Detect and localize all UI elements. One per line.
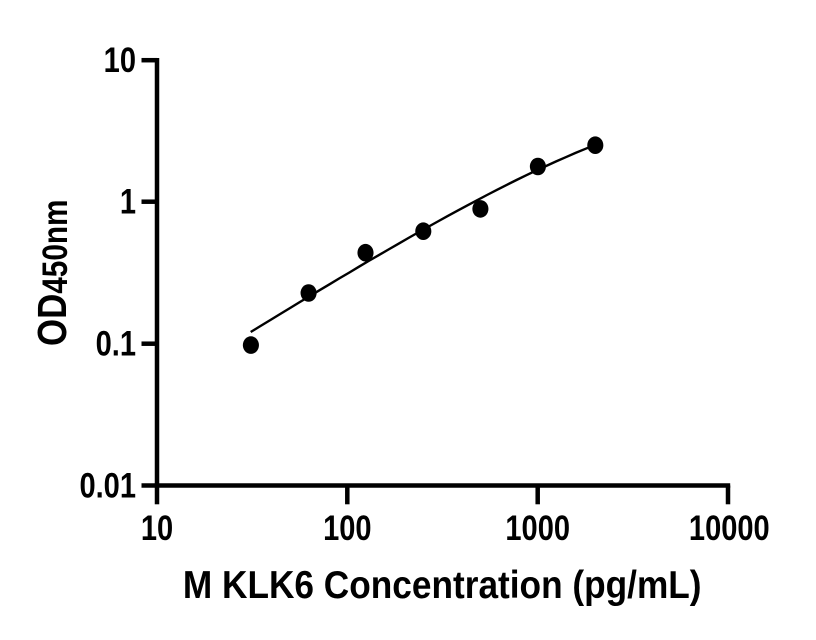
svg-text:10: 10	[104, 40, 136, 79]
svg-text:M KLK6 Concentration (pg/mL): M KLK6 Concentration (pg/mL)	[183, 562, 702, 606]
svg-text:100: 100	[323, 509, 371, 548]
svg-text:10: 10	[141, 509, 173, 548]
svg-text:0.1: 0.1	[96, 324, 136, 363]
svg-text:0.01: 0.01	[79, 466, 136, 505]
svg-text:10000: 10000	[689, 509, 770, 548]
svg-text:OD450nm: OD450nm	[30, 200, 75, 346]
svg-text:1000: 1000	[505, 509, 570, 548]
svg-text:1: 1	[120, 182, 136, 221]
